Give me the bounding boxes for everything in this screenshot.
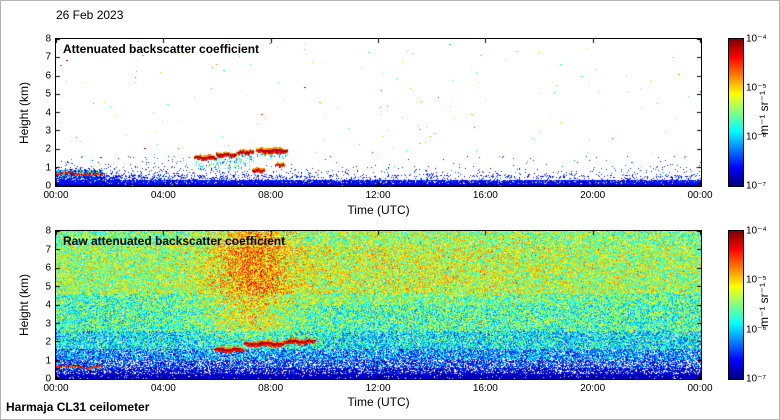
colorbar-tick-label: 10⁻⁷: [746, 180, 767, 192]
instrument-label: Harmaja CL31 ceilometer: [6, 400, 150, 414]
y-tick-label: 6: [45, 70, 51, 82]
x-tick-label: 20:00: [580, 190, 606, 201]
x-tick-label: 00:00: [43, 190, 69, 201]
x-tick-label: 04:00: [150, 383, 176, 394]
y-tick-label: 1: [45, 355, 51, 366]
y-tick-label: 7: [45, 51, 51, 63]
raw-attenuated-backscatter-heatmap: [55, 230, 702, 380]
attenuated-backscatter-heatmap: [55, 38, 702, 187]
x-axis-label-attenuated: Time (UTC): [347, 203, 410, 217]
x-tick-label: 16:00: [472, 383, 498, 394]
x-tick-label: 16:00: [472, 190, 498, 201]
y-tick-label: 6: [45, 262, 51, 274]
colorbar-tick-label: 10⁻⁴: [746, 33, 767, 45]
y-tick-label: 4: [45, 107, 51, 118]
y-tick-label: 0: [45, 373, 51, 385]
y-tick-label: 1: [45, 162, 51, 174]
colorbar-tick-label: 10⁻⁶: [746, 131, 767, 143]
x-tick-label: 12:00: [365, 383, 391, 394]
y-tick-label: 5: [45, 88, 51, 100]
panel-title-attenuated: Attenuated backscatter coefficient: [63, 42, 260, 56]
x-axis-label-raw: Time (UTC): [347, 395, 410, 409]
y-axis-label-raw: Height (km): [17, 274, 31, 337]
colorbar-tick-label: 10⁻⁵: [746, 274, 767, 286]
y-tick-label: 2: [45, 143, 51, 155]
y-tick-label: 4: [45, 299, 51, 311]
y-tick-label: 3: [45, 318, 51, 329]
x-tick-label: 00:00: [687, 190, 713, 201]
y-tick-label: 2: [45, 336, 51, 348]
x-tick-label: 20:00: [580, 383, 606, 394]
colorbar-tick-label: 10⁻⁷: [746, 373, 767, 385]
colorbar-attenuated: [728, 38, 744, 187]
y-tick-label: 7: [45, 244, 51, 255]
y-tick-label: 5: [45, 281, 51, 292]
colorbar-units-attenuated: m⁻¹ sr⁻¹: [757, 91, 771, 135]
y-tick-label: 0: [45, 180, 51, 192]
x-tick-label: 00:00: [43, 383, 69, 394]
y-tick-label: 8: [45, 33, 51, 45]
date-label: 26 Feb 2023: [56, 8, 124, 22]
colorbar-tick-label: 10⁻⁶: [746, 324, 767, 336]
colorbar-tick-label: 10⁻⁵: [746, 82, 767, 94]
x-tick-label: 08:00: [258, 383, 284, 394]
x-tick-label: 12:00: [365, 190, 391, 201]
panel-title-raw: Raw attenuated backscatter coefficient: [63, 234, 286, 248]
y-tick-label: 3: [45, 125, 51, 137]
x-tick-label: 04:00: [150, 190, 176, 201]
colorbar-units-raw: m⁻¹ sr⁻¹: [757, 283, 771, 327]
x-tick-label: 08:00: [258, 190, 284, 201]
y-axis-label-attenuated: Height (km): [17, 82, 31, 145]
x-tick-label: 00:00: [687, 383, 713, 394]
colorbar-tick-label: 10⁻⁴: [746, 225, 767, 237]
y-tick-label: 8: [45, 225, 51, 237]
colorbar-raw: [728, 230, 744, 380]
